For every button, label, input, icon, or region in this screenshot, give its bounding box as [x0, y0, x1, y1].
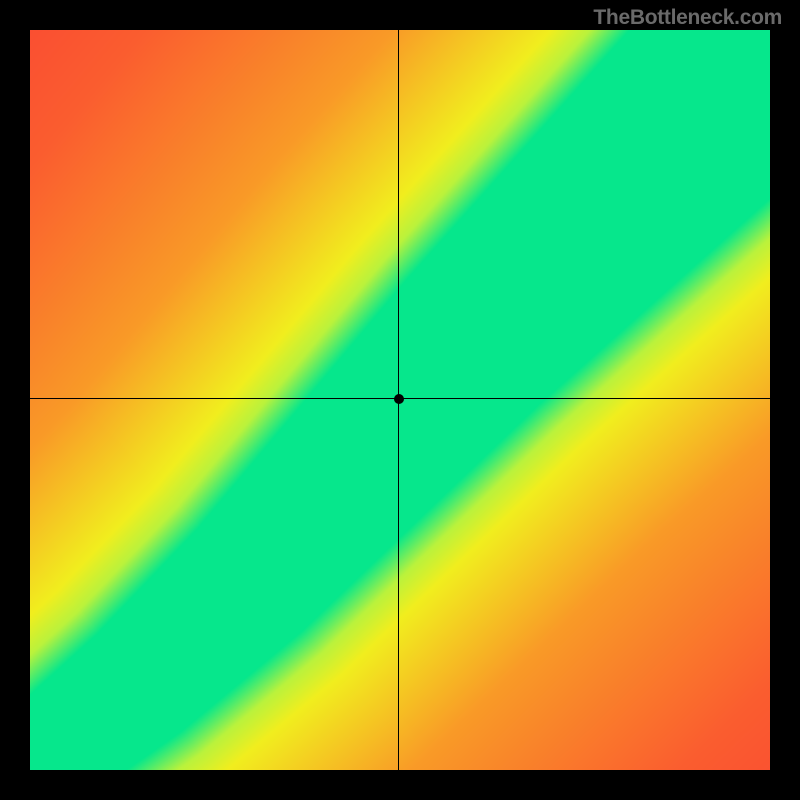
plot-area	[30, 30, 770, 770]
root-container: TheBottleneck.com	[0, 0, 800, 800]
marker-point	[394, 394, 404, 404]
watermark-text: TheBottleneck.com	[593, 6, 782, 30]
